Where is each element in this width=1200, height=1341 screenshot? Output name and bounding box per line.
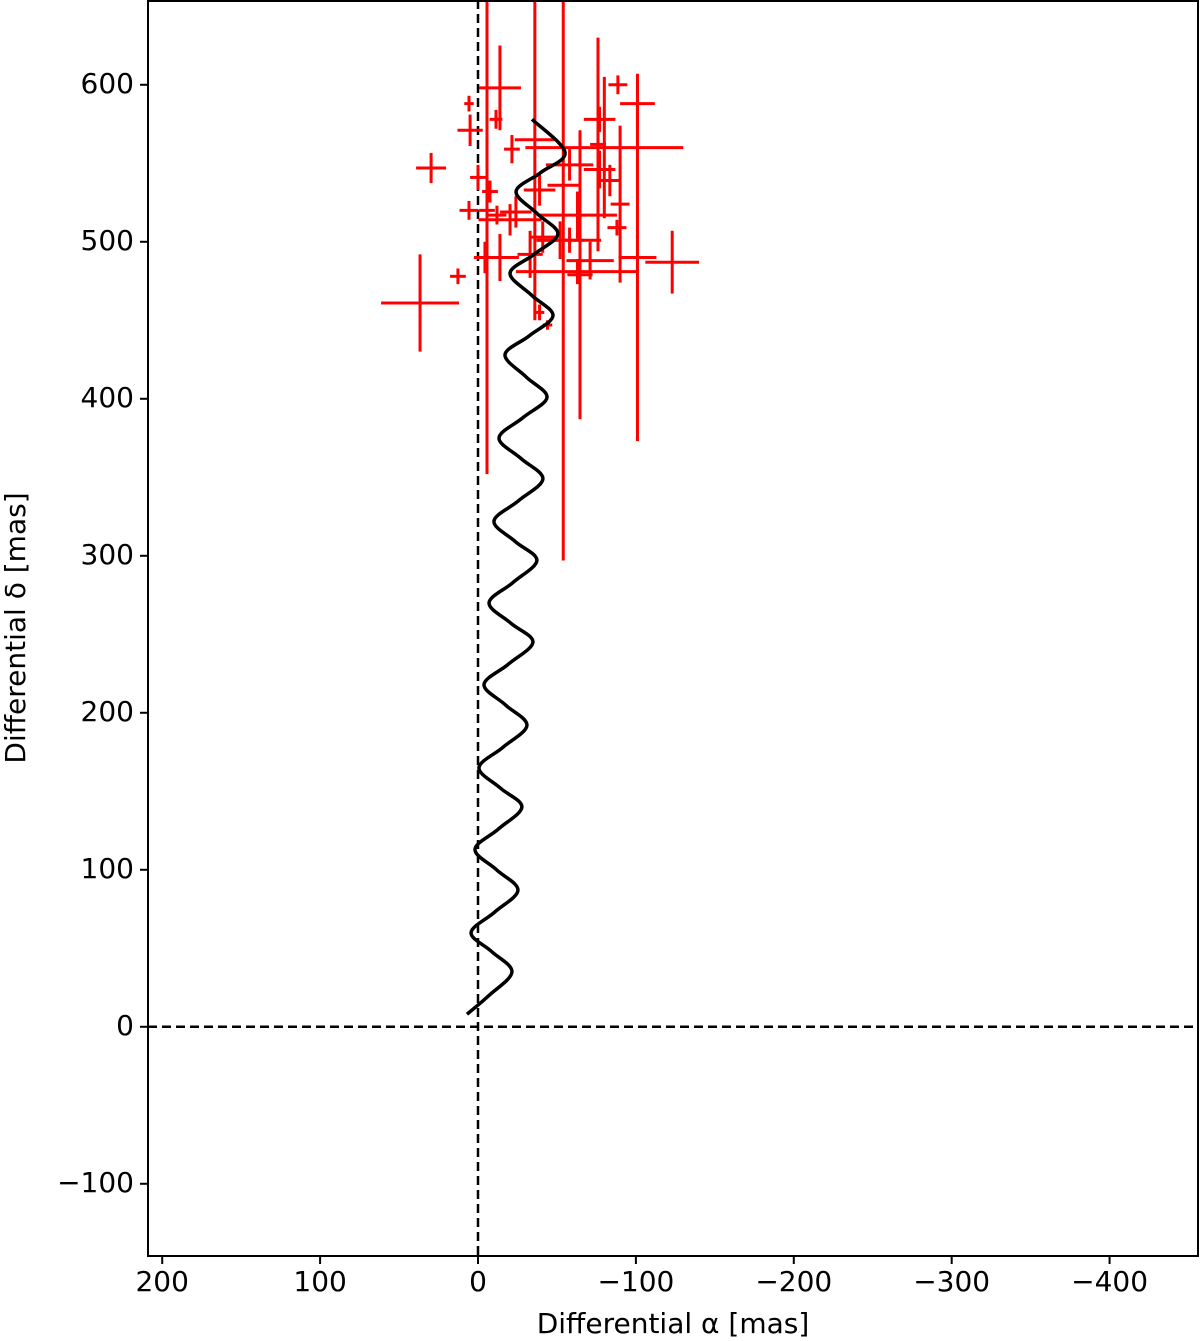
x-tick-label: −400 <box>1071 1265 1148 1298</box>
x-axis-label: Differential α [mas] <box>537 1307 810 1340</box>
x-tick-label: 100 <box>293 1265 346 1298</box>
y-axis-label: Differential δ [mas] <box>0 492 32 763</box>
y-tick-label: 600 <box>81 67 134 100</box>
plot-area <box>148 0 1198 1256</box>
y-tick-label: 100 <box>81 852 134 885</box>
x-tick-label: 200 <box>135 1265 188 1298</box>
x-tick-label: −300 <box>913 1265 990 1298</box>
x-tick-label: −100 <box>597 1265 674 1298</box>
x-tick-label: 0 <box>469 1265 487 1298</box>
y-tick-label: 500 <box>81 224 134 257</box>
y-tick-label: −100 <box>57 1166 134 1199</box>
x-tick-label: −200 <box>755 1265 832 1298</box>
y-tick-label: 200 <box>81 695 134 728</box>
axes-frame <box>147 0 1199 1257</box>
y-tick-label: 400 <box>81 381 134 414</box>
y-tick-label: 300 <box>81 538 134 571</box>
y-tick-label: 0 <box>116 1009 134 1042</box>
model-curve <box>465 118 567 1016</box>
